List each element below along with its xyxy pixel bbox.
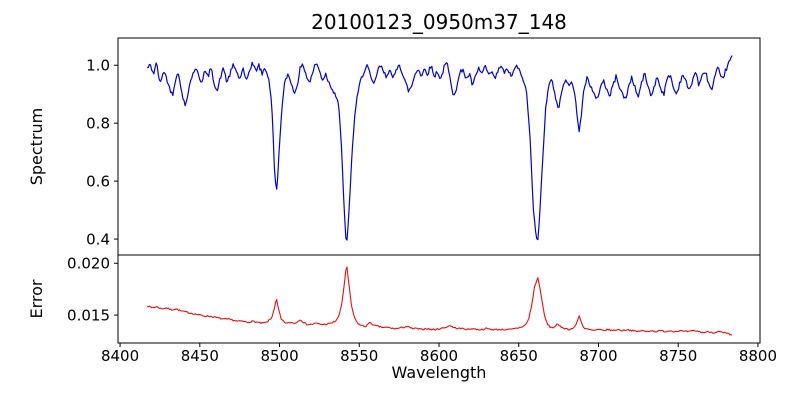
error-axes-frame xyxy=(117,254,761,344)
x-tick-label: 8400 xyxy=(101,347,139,365)
error-line xyxy=(146,266,733,336)
x-tick-label: 8650 xyxy=(500,347,538,365)
y-tick-label: 1.0 xyxy=(86,56,110,74)
spectrum-axes-frame xyxy=(117,37,761,256)
spectrum-line xyxy=(147,55,733,241)
x-axis-label: Wavelength xyxy=(392,363,487,382)
y-tick-label: 0.020 xyxy=(67,255,110,273)
y-tick-label: 0.4 xyxy=(86,230,110,248)
x-tick-label: 8600 xyxy=(420,347,458,365)
y-tick-label: 0.6 xyxy=(86,172,110,190)
ticks-layer: 0.4 0.6 0.8 1.0 0.015 0.020 8400 8450 8500 8550 86… xyxy=(67,56,777,365)
chart-title: 20100123_0950m37_148 xyxy=(311,10,567,34)
x-tick-label: 8750 xyxy=(659,347,697,365)
y-tick-label: 0.8 xyxy=(86,114,110,132)
x-tick-label: 8550 xyxy=(340,347,378,365)
error-y-axis-label: Error xyxy=(27,279,46,318)
spectrum-y-axis-label: Spectrum xyxy=(27,108,46,186)
x-tick-label: 8450 xyxy=(181,347,219,365)
x-tick-label: 8800 xyxy=(739,347,777,365)
y-tick-label: 0.015 xyxy=(67,306,110,324)
x-tick-label: 8700 xyxy=(579,347,617,365)
x-tick-label: 8500 xyxy=(260,347,298,365)
